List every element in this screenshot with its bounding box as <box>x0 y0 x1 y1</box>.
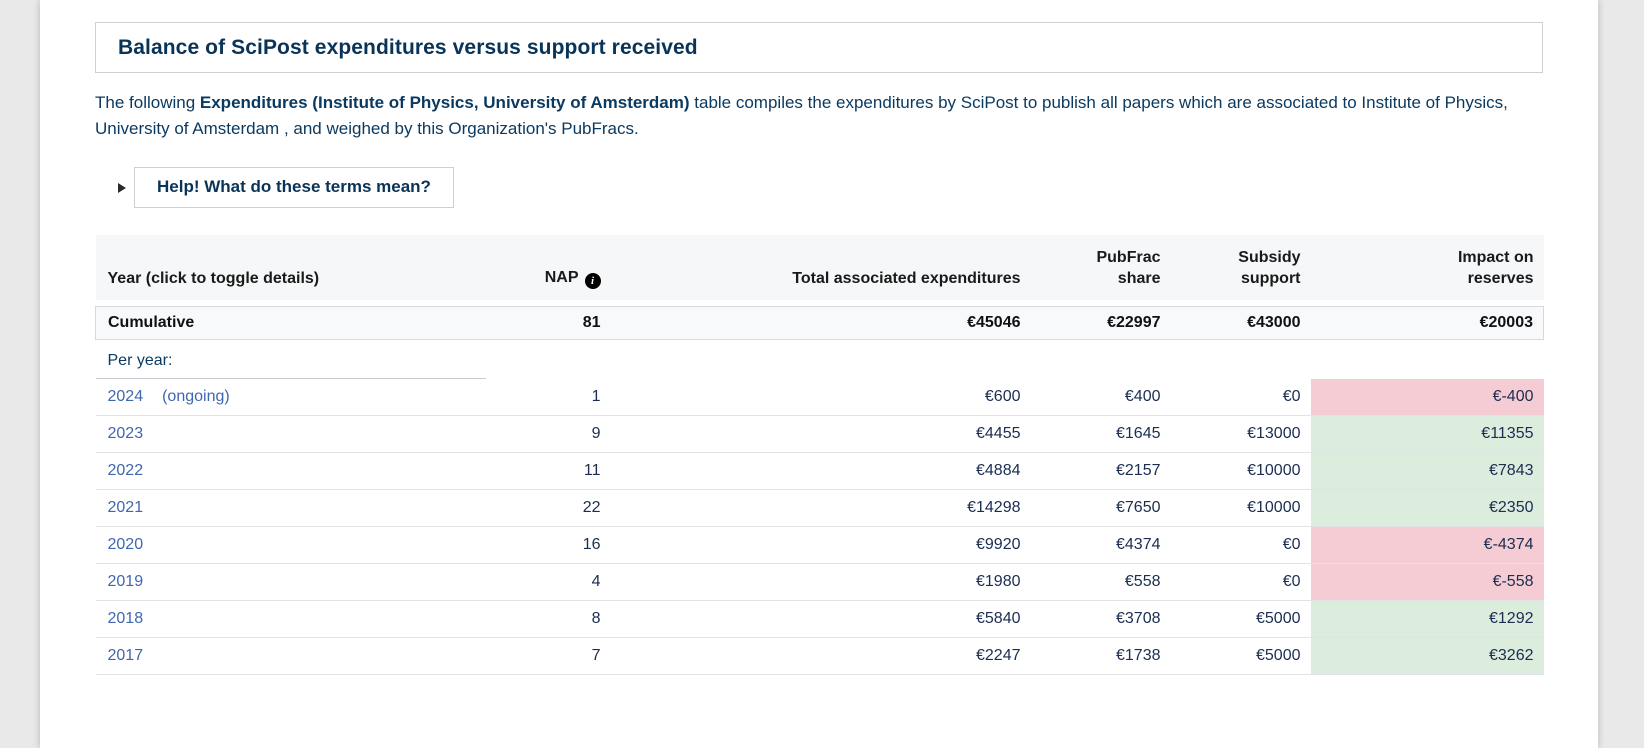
impact-value: €-400 <box>1310 378 1544 416</box>
expenditures-value: €2247 <box>610 637 1031 675</box>
nap-value: 11 <box>485 452 611 490</box>
subsidy-value: €0 <box>1282 387 1301 405</box>
help-details: Help! What do these terms mean? <box>118 167 1543 208</box>
table-row: 2019 4 €1980 €558 €0 €-558 <box>95 563 1544 601</box>
expenditures-value: €4884 <box>610 452 1031 490</box>
header-pubfrac-line1: PubFrac <box>1096 249 1161 266</box>
impact-value: €2350 <box>1310 489 1544 527</box>
pubfrac-value: €558 <box>1030 563 1171 601</box>
cumulative-pubfrac: €22997 <box>1030 305 1171 340</box>
impact-value: €7843 <box>1310 452 1544 490</box>
subsidy-value: €10000 <box>1170 489 1311 527</box>
table-row: 2018 8 €5840 €3708 €5000 €1292 <box>95 600 1544 638</box>
subsidy-value: €13000 <box>1170 415 1311 453</box>
header-nap-label: NAP <box>544 269 579 286</box>
table-row: 2024 (ongoing) 1 €600 €400 €0 €-400 <box>96 378 1544 416</box>
cumulative-row: Cumulative 81 €45046 €22997 €43000 €2000… <box>95 305 1544 340</box>
nap-value: 7 <box>485 637 611 675</box>
impact-value: €-4374 <box>1310 526 1544 564</box>
nap-value: 4 <box>485 563 611 601</box>
table-row: 2021 22 €14298 €7650 €10000 €2350 <box>95 489 1544 527</box>
pubfrac-value: €3708 <box>1030 600 1171 638</box>
impact-value: €-558 <box>1310 563 1544 601</box>
nap-value: 9 <box>485 415 611 453</box>
pubfrac-value: €4374 <box>1030 526 1171 564</box>
subsidy-value: €0 <box>1170 526 1311 564</box>
expenditures-value: €5840 <box>610 600 1031 638</box>
subsidy-value: €0 <box>1170 563 1311 601</box>
header-subsidy-line1: Subsidy <box>1238 249 1301 266</box>
pubfrac-value: €1738 <box>1030 637 1171 675</box>
page: Balance of SciPost expenditures versus s… <box>40 0 1598 748</box>
subsidy-value: €5000 <box>1170 637 1311 675</box>
subsidy-value: €10000 <box>1170 452 1311 490</box>
header-impact-line2: reserves <box>1467 270 1534 287</box>
main-content: Balance of SciPost expenditures versus s… <box>40 0 1598 675</box>
per-year-row: Per year: <box>95 344 1544 379</box>
intro-text-pre: The following <box>95 93 200 112</box>
pubfrac-value: €2157 <box>1030 452 1171 490</box>
header-expenditures: Total associated expenditures <box>610 235 1031 300</box>
cumulative-nap: 81 <box>485 305 611 340</box>
year-link[interactable]: 2020 <box>107 536 144 553</box>
expenditures-value: €1980 <box>610 563 1031 601</box>
pubfrac-value: €7650 <box>1030 489 1171 527</box>
year-link[interactable]: 2018 <box>107 610 144 627</box>
year-link[interactable]: 2024 <box>107 388 144 405</box>
intro-text-bold: Expenditures (Institute of Physics, Univ… <box>199 93 690 112</box>
table-row: 2023 9 €4455 €1645 €13000 €11355 <box>95 415 1544 453</box>
year-link[interactable]: 2023 <box>107 425 144 442</box>
year-link[interactable]: 2019 <box>107 573 144 590</box>
table-row: 2022 11 €4884 €2157 €10000 €7843 <box>95 452 1544 490</box>
header-year[interactable]: Year (click to toggle details) <box>95 235 486 300</box>
details-marker-icon[interactable] <box>118 182 126 193</box>
year-link[interactable]: 2022 <box>107 462 144 479</box>
pubfrac-value: €400 <box>1124 387 1161 405</box>
nap-value: 1 <box>591 387 601 405</box>
nap-value: 22 <box>485 489 611 527</box>
expenditures-value: €14298 <box>610 489 1031 527</box>
info-icon[interactable]: i <box>584 273 601 289</box>
header-impact: Impact on reserves <box>1310 235 1544 300</box>
pubfrac-value: €1645 <box>1030 415 1171 453</box>
nap-value: 16 <box>485 526 611 564</box>
cumulative-subsidy: €43000 <box>1170 305 1311 340</box>
header-subsidy-line2: support <box>1240 270 1301 287</box>
header-subsidy: Subsidy support <box>1170 235 1311 300</box>
page-title-box: Balance of SciPost expenditures versus s… <box>95 22 1543 73</box>
year-link[interactable]: 2021 <box>107 499 144 516</box>
year-suffix[interactable]: (ongoing) <box>162 388 230 405</box>
cumulative-expenditures: €45046 <box>610 305 1031 340</box>
page-title: Balance of SciPost expenditures versus s… <box>118 35 698 59</box>
cumulative-label: Cumulative <box>95 305 486 340</box>
header-pubfrac: PubFrac share <box>1030 235 1171 300</box>
expenditures-value: €9920 <box>610 526 1031 564</box>
table-header-row: Year (click to toggle details) NAP i Tota… <box>95 235 1544 300</box>
intro-text-post: table compiles the expenditures by SciPo… <box>95 93 1508 138</box>
expenditures-value: €4455 <box>610 415 1031 453</box>
nap-value: 8 <box>485 600 611 638</box>
expenditures-value: €600 <box>984 387 1021 405</box>
table-row: 2020 16 €9920 €4374 €0 €-4374 <box>95 526 1544 564</box>
subsidy-value: €5000 <box>1170 600 1311 638</box>
impact-value: €1292 <box>1310 600 1544 638</box>
header-nap: NAP i <box>485 235 611 300</box>
cumulative-impact: €20003 <box>1310 305 1544 340</box>
table-row: 2017 7 €2247 €1738 €5000 €3262 <box>95 637 1544 675</box>
header-pubfrac-line2: share <box>1117 270 1161 287</box>
impact-value: €11355 <box>1310 415 1544 453</box>
intro-paragraph: The following Expenditures (Institute of… <box>95 90 1543 142</box>
expenditures-table: Year (click to toggle details) NAP i Tota… <box>95 235 1544 675</box>
help-summary-button[interactable]: Help! What do these terms mean? <box>134 167 454 208</box>
header-impact-line1: Impact on <box>1457 249 1534 266</box>
year-link[interactable]: 2017 <box>107 647 144 664</box>
per-year-label: Per year: <box>95 344 486 379</box>
impact-value: €3262 <box>1310 637 1544 675</box>
